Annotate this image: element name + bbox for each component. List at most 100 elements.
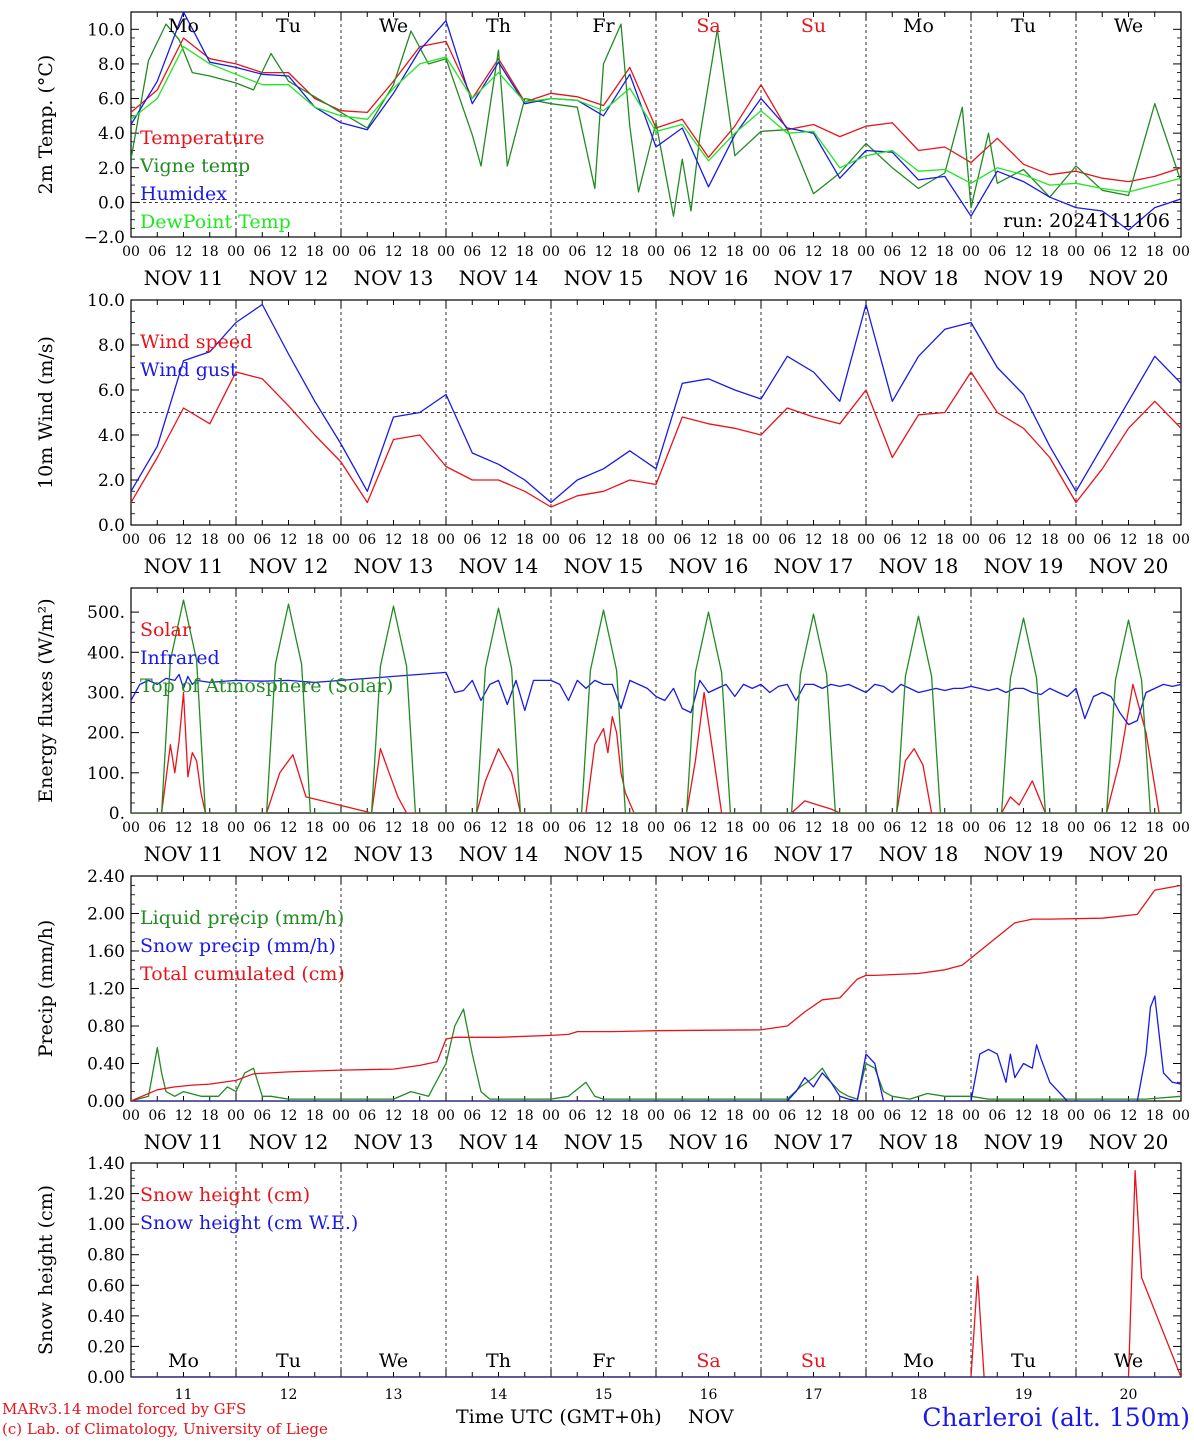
- weekday-label: We: [1114, 15, 1143, 37]
- x-hour-label: 06: [778, 532, 796, 548]
- x-hour-label: 00: [332, 244, 350, 260]
- x-hour-label: 18: [1146, 532, 1164, 548]
- x-hour-label: 12: [280, 820, 298, 836]
- y-tick-label: 1.40: [87, 1154, 125, 1174]
- x-hour-label: 00: [542, 532, 560, 548]
- x-hour-label: 18: [516, 820, 534, 836]
- x-date-label: NOV 16: [669, 1130, 749, 1154]
- weekday-label: We: [379, 1350, 408, 1372]
- x-date-label: NOV 17: [774, 554, 854, 578]
- x-hour-label: 06: [778, 820, 796, 836]
- y-tick-label: 1.00: [87, 1215, 125, 1235]
- y-tick-label: 0.20: [87, 1337, 125, 1357]
- x-hour-label: 12: [1015, 244, 1033, 260]
- day-number-label: 12: [280, 1387, 298, 1403]
- y-tick-label: 4.0: [98, 124, 125, 144]
- weekday-label: Th: [486, 15, 511, 37]
- series-line-2: [131, 303, 1181, 504]
- series-line-1: [131, 37, 1181, 183]
- x-hour-label: 06: [463, 1108, 481, 1124]
- x-hour-label: 12: [385, 1108, 403, 1124]
- panel-2: [130, 299, 1182, 526]
- y-axis-label: Snow height (cm): [35, 1185, 57, 1355]
- x-hour-label: 00: [752, 244, 770, 260]
- x-hour-label: 18: [306, 1108, 324, 1124]
- weekday-label: Tu: [276, 1350, 301, 1372]
- x-hour-label: 00: [122, 1108, 140, 1124]
- x-hour-label: 18: [516, 244, 534, 260]
- x-date-label: NOV 18: [879, 554, 959, 578]
- weekday-label: Mo: [903, 1350, 934, 1372]
- x-hour-label: 06: [673, 820, 691, 836]
- x-hour-label: 06: [463, 244, 481, 260]
- x-hour-label: 12: [700, 1108, 718, 1124]
- x-hour-label: 06: [988, 532, 1006, 548]
- x-hour-label: 18: [831, 532, 849, 548]
- y-tick-label: 4.0: [98, 426, 125, 446]
- x-hour-label: 18: [201, 820, 219, 836]
- x-hour-label: 06: [358, 1108, 376, 1124]
- y-tick-label: 2.0: [98, 159, 125, 179]
- x-hour-label: 12: [175, 532, 193, 548]
- x-hour-label: 18: [516, 1108, 534, 1124]
- series-line-1: [131, 1008, 1181, 1101]
- x-hour-label: 18: [936, 244, 954, 260]
- x-hour-label: 06: [883, 1108, 901, 1124]
- x-hour-label: 00: [437, 820, 455, 836]
- weekday-label: Sa: [696, 15, 720, 37]
- panel-4: [130, 875, 1182, 1102]
- y-tick-label: 400.: [87, 643, 125, 663]
- x-hour-label: 00: [542, 244, 560, 260]
- x-hour-label: 00: [1172, 1108, 1190, 1124]
- x-hour-label: 12: [175, 1108, 193, 1124]
- x-date-label: NOV 16: [669, 554, 749, 578]
- x-hour-label: 12: [595, 1108, 613, 1124]
- x-hour-label: 00: [1067, 532, 1085, 548]
- x-date-label: NOV 20: [1089, 1130, 1169, 1154]
- x-hour-label: 06: [778, 244, 796, 260]
- y-tick-label: 1.60: [87, 942, 125, 962]
- x-hour-label: 18: [1041, 1108, 1059, 1124]
- weekday-label: Fr: [592, 15, 615, 37]
- x-hour-label: 00: [332, 820, 350, 836]
- day-number-label: 17: [805, 1387, 823, 1403]
- x-hour-label: 12: [175, 244, 193, 260]
- day-number-label: 15: [595, 1387, 613, 1403]
- x-hour-label: 06: [358, 532, 376, 548]
- weekday-label: Tu: [276, 15, 301, 37]
- series-line-2: [131, 671, 1181, 726]
- x-hour-label: 18: [1146, 820, 1164, 836]
- series-line-3: [131, 12, 1181, 231]
- x-hour-label: 12: [1015, 532, 1033, 548]
- x-date-label: NOV 15: [564, 842, 644, 866]
- x-date-label: NOV 14: [459, 1130, 539, 1154]
- legend-entry: Solar: [140, 619, 192, 641]
- x-hour-label: 06: [148, 532, 166, 548]
- x-hour-label: 12: [805, 820, 823, 836]
- x-hour-label: 00: [332, 532, 350, 548]
- x-hour-label: 06: [883, 532, 901, 548]
- x-hour-label: 18: [1146, 244, 1164, 260]
- x-hour-label: 12: [700, 820, 718, 836]
- x-hour-label: 00: [227, 532, 245, 548]
- x-hour-label: 00: [857, 532, 875, 548]
- x-hour-label: 12: [280, 244, 298, 260]
- x-hour-label: 00: [1172, 532, 1190, 548]
- weekday-label: Th: [486, 1350, 511, 1372]
- x-hour-label: 00: [962, 244, 980, 260]
- lab-credit: (c) Lab. of Climatology, University of L…: [2, 1420, 328, 1438]
- x-hour-label: 06: [568, 1108, 586, 1124]
- day-number-label: 16: [700, 1387, 718, 1403]
- x-hour-label: 00: [122, 532, 140, 548]
- y-tick-label: 6.0: [98, 381, 125, 401]
- x-hour-label: 18: [831, 1108, 849, 1124]
- x-hour-label: 18: [726, 244, 744, 260]
- weekday-label: Mo: [903, 15, 934, 37]
- x-hour-label: 06: [883, 244, 901, 260]
- series-line-4: [131, 45, 1181, 193]
- x-date-label: NOV 13: [354, 554, 434, 578]
- series-line-1: [131, 1169, 1181, 1377]
- x-date-label: NOV 18: [879, 842, 959, 866]
- legend-entry: DewPoint Temp: [140, 211, 291, 233]
- x-hour-label: 00: [437, 532, 455, 548]
